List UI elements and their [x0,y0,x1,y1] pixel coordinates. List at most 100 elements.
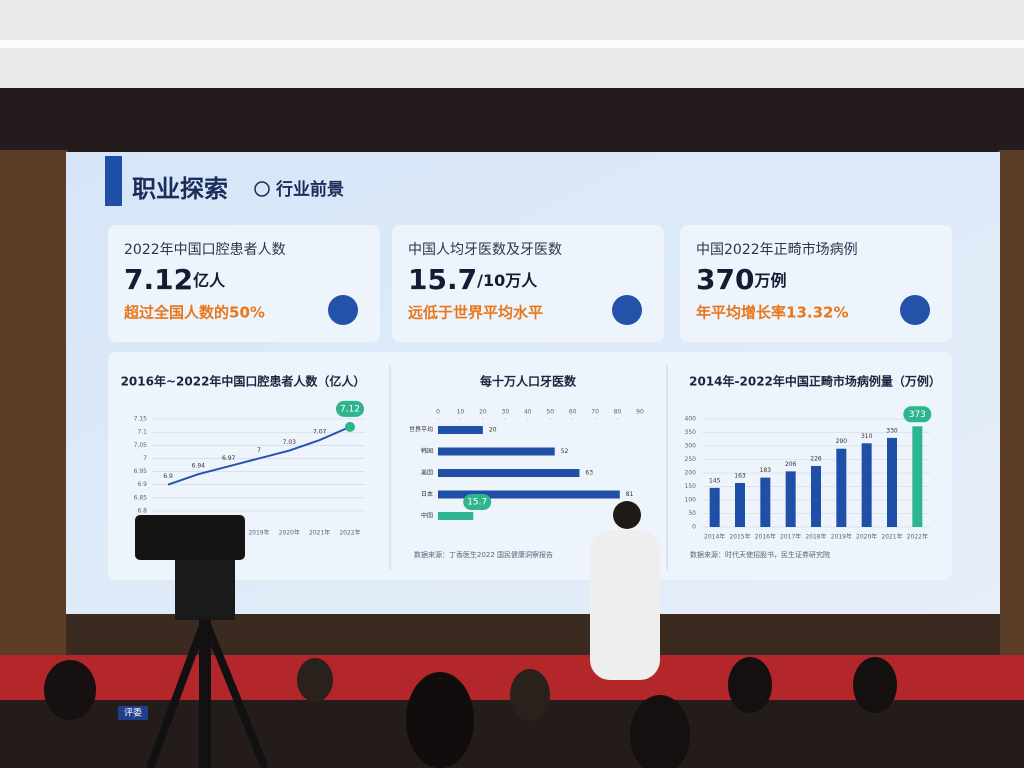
value-label: 7.07 [313,429,327,436]
value-label: 163 [734,472,746,479]
card-icon [900,295,930,325]
point [345,421,355,432]
y-tick-label: 150 [685,483,697,490]
bar [438,426,483,434]
y-tick-label: 中国 [421,512,433,520]
bar [836,448,847,527]
x-tick-label: 2022年 [907,533,928,541]
y-tick-label: 6.95 [134,468,148,475]
chart-title: 每十万人口牙医数 [480,374,577,389]
bar [785,471,796,527]
value-label: 15.7 [467,498,487,508]
y-tick-label: 350 [685,429,697,436]
slide: 职业探索 行业前景 2022年中国口腔患者人数7.12亿人超过全国人数的50%中… [105,156,952,580]
x-tick-label: 80 [614,409,622,416]
lighting-rig [0,88,1024,153]
bar [438,512,474,520]
card-unit: /10万人 [477,271,538,290]
value-label: 7 [257,447,261,454]
tripod-leg [146,618,209,768]
card-unit: 万例 [753,271,786,290]
x-tick-label: 2019年 [831,533,852,541]
left-wall [0,150,68,670]
tripod-leg [201,618,269,768]
y-tick-label: 50 [688,510,696,517]
title-bar [105,156,122,206]
bar [438,469,580,477]
x-tick-label: 2017年 [780,533,801,541]
y-tick-label: 7.1 [137,429,147,436]
card-number: 15.7 [408,263,477,296]
card [680,225,952,342]
value-label: 52 [561,448,569,455]
card [392,225,664,342]
x-tick-label: 2016年 [755,533,776,541]
ceiling-light [0,40,1024,48]
card-label: 中国2022年正畸市场病例 [696,241,858,258]
card [108,225,380,342]
y-tick-label: 6.85 [134,494,148,501]
y-tick-label: 7.15 [134,416,148,423]
y-tick-label: 韩国 [421,447,433,455]
chart-title: 2014年-2022年中国正畸市场病例量（万例） [689,374,941,389]
card-unit: 亿人 [193,271,226,290]
y-tick-label: 300 [685,443,697,450]
x-tick-label: 2019年 [248,529,269,537]
line [167,425,351,486]
value-label: 290 [836,438,848,445]
y-tick-label: 世界平均 [409,426,433,434]
audience-head [728,657,772,713]
chart-title: 2016年~2022年中国口腔患者人数（亿人） [121,374,366,389]
chart-source: 数据来源：丁香医生2022 国民健康洞察报告 [414,550,553,559]
x-tick-label: 2020年 [856,533,877,541]
card-number: 7.12 [124,263,193,296]
x-tick-label: 2020年 [279,529,300,537]
card-icon [612,295,642,325]
arrow-icon [254,181,270,197]
highlight-bubble [336,400,364,417]
slide-title: 职业探索 [132,175,228,203]
camera-body [175,560,235,620]
presenter-head [613,501,641,529]
x-tick-label: 60 [569,409,577,416]
audience-head [853,657,897,713]
bar [709,487,720,527]
bar [438,447,555,456]
card-note: 远低于世界平均水平 [408,304,543,322]
value-label: 6.94 [192,463,206,470]
x-tick-label: 2021年 [881,533,902,541]
value-label: 373 [909,410,926,420]
y-tick-label: 日本 [421,490,433,498]
value-label: 63 [585,470,593,477]
x-tick-label: 2018年 [805,533,826,541]
x-tick-label: 30 [502,409,510,416]
card-number: 370 [696,263,754,296]
x-tick-label: 2014年 [704,533,725,541]
chart-source: 数据来源：时代天使招股书，民生证券研究院 [690,550,830,559]
audience-head [44,660,96,720]
audience-head [297,658,333,702]
card-value: 15.7/10万人 [408,263,538,296]
card-note: 超过全国人数的50% [123,304,265,322]
right-wall [998,150,1024,670]
value-label: 145 [709,477,721,484]
y-tick-label: 6.9 [137,481,147,488]
x-tick-label: 70 [591,409,599,416]
value-label: 81 [626,491,634,498]
bar [760,477,771,527]
card-icon [328,295,358,325]
value-label: 7.03 [283,439,297,446]
x-tick-label: 10 [457,409,465,416]
x-tick-label: 90 [636,409,644,416]
card-label: 中国人均牙医数及牙医数 [408,242,562,258]
value-label: 226 [810,455,822,462]
y-tick-label: 400 [685,416,697,423]
bar [735,482,745,527]
highlight-bubble [903,406,932,423]
bar [912,426,923,527]
value-label: 206 [785,461,797,468]
y-tick-label: 美国 [421,469,433,477]
x-tick-label: 0 [436,409,440,416]
